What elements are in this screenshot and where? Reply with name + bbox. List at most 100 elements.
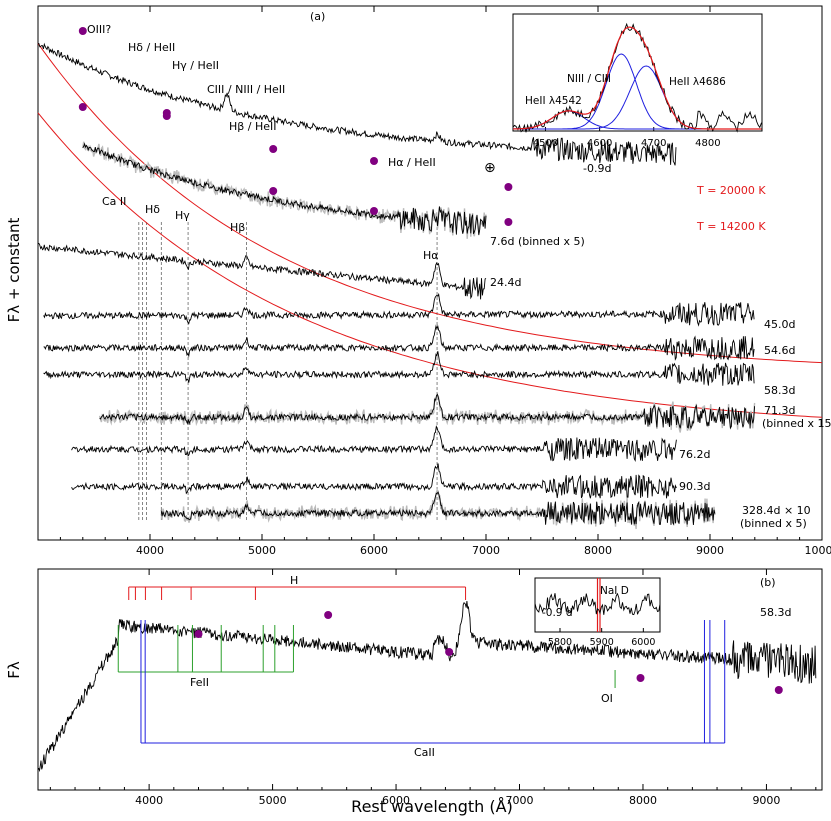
x-axis-label: Rest wavelength (Å) — [351, 797, 513, 816]
panel-b: 4000 5000 6000 7000 8000 9000 (b) 58.3d Rest wav… — [5, 568, 823, 816]
x-tick-label-b: 4000 — [135, 794, 163, 807]
plot-frame-b — [37, 568, 823, 791]
y-axis-label-b: Fλ — [5, 661, 23, 679]
line-label: Hδ — [145, 203, 160, 216]
photometry-point-b — [194, 630, 203, 638]
x-tick-label: 10000 — [805, 544, 831, 557]
spectrum-line — [82, 142, 487, 236]
spectrum-line — [43, 324, 755, 361]
photometry-point — [504, 218, 513, 226]
epoch-sublabel: (binned x 5) — [740, 517, 807, 530]
inset-x-tick-label: 4500 — [533, 138, 558, 149]
panel-a: 4000 5000 6000 7000 8000 9000 10000 (a) Fλ + con… — [5, 5, 831, 557]
spectrum-58d — [38, 600, 817, 773]
epoch-label: 328.4d × 10 — [742, 504, 811, 517]
x-tick-label: 4000 — [136, 544, 164, 557]
caii-markers: CaII — [140, 620, 726, 759]
h-series-label: H — [290, 574, 298, 587]
oi-label: OI — [601, 692, 613, 705]
x-tick-label-b: 6000 — [382, 794, 410, 807]
panel-label: (a) — [310, 10, 325, 23]
inset-b-tick-label: 6000 — [631, 637, 655, 648]
h-series-markers: H — [128, 574, 467, 600]
x-tick-label: 7000 — [472, 544, 500, 557]
epoch-label: 90.3d — [679, 480, 710, 493]
photometry-point-b — [445, 648, 454, 656]
inset-component-label: HeII λ4542 — [525, 95, 582, 107]
x-tick-label-b: 8000 — [629, 794, 657, 807]
x-tick-label-b: 7000 — [506, 794, 534, 807]
x-tick-label-b: 5000 — [259, 794, 287, 807]
line-label: Hγ — [175, 209, 190, 222]
spectrum-line — [71, 463, 677, 499]
inset-panel: 4500 4600 4700 4800 HeII λ4542 NIII / CIII HeI… — [512, 13, 763, 149]
spectrum-line — [43, 351, 755, 386]
spectrum-line — [37, 42, 677, 166]
photometry-point — [370, 207, 378, 215]
panel-label-b: (b) — [760, 576, 776, 589]
photometry-point — [269, 145, 278, 153]
spectrum-unbinned — [98, 394, 756, 433]
inset-x-tick-label: 4600 — [587, 138, 612, 149]
inset-b-label-left: -0.9 d — [542, 607, 573, 619]
inset-x-tick-label: 4800 — [695, 138, 720, 149]
y-axis-label: Fλ + constant — [5, 217, 23, 322]
inset-fit-total — [513, 26, 762, 130]
inset-naid: 5800 5900 6000 -0.9 d NaI D — [534, 577, 661, 648]
epoch-label: 54.6d — [764, 344, 795, 357]
photometry-point-b — [636, 674, 645, 682]
spectrum-line — [99, 393, 756, 430]
spectrum-line — [71, 425, 677, 462]
inset-component-label: NIII / CIII — [567, 73, 611, 85]
epoch-label-b: 58.3d — [760, 606, 791, 619]
epoch-label: 71.3d — [764, 404, 795, 417]
inset-b-spectrum — [534, 592, 661, 616]
inset-frame — [512, 13, 763, 132]
line-label: Hδ / HeII — [128, 41, 175, 54]
line-label: ⊕ — [484, 160, 496, 176]
x-tick-label-b: 9000 — [752, 794, 780, 807]
line-label: Hβ — [230, 221, 245, 234]
line-label: Hα / HeII — [388, 156, 436, 169]
photometry-point — [504, 183, 513, 191]
caii-label: CaII — [414, 746, 435, 759]
inset-b-tick-label: 5800 — [548, 637, 572, 648]
line-label: Ca II — [102, 195, 126, 208]
x-tick-label: 5000 — [248, 544, 276, 557]
epoch-label: -0.9d — [583, 162, 611, 175]
line-label: CIII / NIII / HeII — [207, 83, 285, 96]
photometry-point — [269, 187, 278, 195]
blackbody-curve — [37, 112, 823, 418]
photometry-point-b — [324, 611, 333, 619]
epoch-label: 45.0d — [764, 318, 795, 331]
photometry-point — [78, 103, 87, 111]
line-label: Hα — [423, 249, 439, 262]
plot-frame — [37, 5, 823, 541]
photometry-point-b — [774, 686, 783, 694]
photometry-point — [162, 112, 171, 120]
epoch-label: 76.2d — [679, 448, 710, 461]
x-tick-label: 9000 — [696, 544, 724, 557]
blackbody-label: T = 20000 K — [696, 184, 766, 197]
blackbody-label: T = 14200 K — [696, 220, 766, 233]
x-tick-label: 8000 — [584, 544, 612, 557]
line-label: Hβ / HeII — [229, 120, 277, 133]
inset-b-tick-label: 5900 — [590, 637, 614, 648]
spectrum-line — [37, 242, 487, 300]
epoch-sublabel: (binned x 15) — [762, 417, 831, 430]
epoch-label: 24.4d — [490, 276, 521, 289]
photometry-point — [78, 27, 87, 35]
x-tick-label: 6000 — [360, 544, 388, 557]
epoch-label: 58.3d — [764, 384, 795, 397]
line-label: OIII? — [87, 23, 111, 36]
feii-markers: FeII — [117, 625, 294, 689]
inset-b-label-right: NaI D — [600, 585, 629, 597]
inset-component-label: HeII λ4686 — [669, 76, 726, 88]
inset-x-tick-label: 4700 — [641, 138, 666, 149]
photometry-point — [370, 157, 378, 165]
spectrum-line — [160, 491, 716, 526]
spectrum-line — [43, 292, 755, 327]
feii-label: FeII — [190, 676, 209, 689]
epoch-label: 7.6d (binned x 5) — [490, 235, 585, 248]
